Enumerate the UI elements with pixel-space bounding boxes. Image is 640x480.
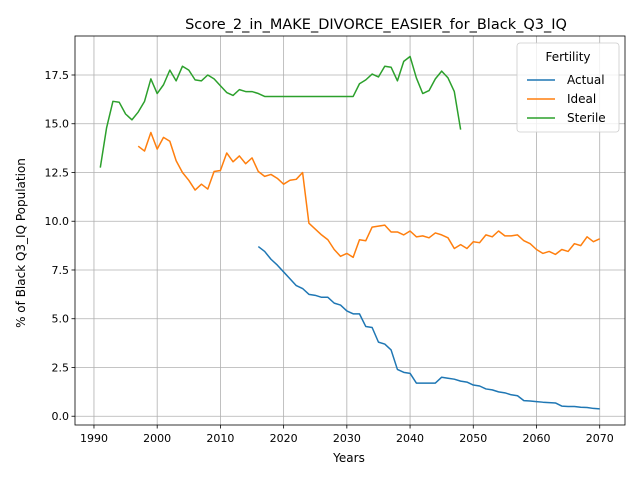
x-tick-label: 1990	[80, 432, 108, 445]
legend: Fertility Actual Ideal Sterile	[516, 42, 620, 133]
x-tick-label: 2010	[206, 432, 234, 445]
series-line-actual	[257, 245, 600, 410]
legend-box	[516, 42, 620, 133]
y-tick-label: 0.0	[52, 410, 70, 423]
x-axis-label: Years	[332, 451, 365, 465]
y-axis-ticks: 0.0 2.5 5.0 7.5 10.0 12.5 15.0 17.5	[45, 69, 75, 423]
y-tick-label: 15.0	[45, 118, 70, 131]
x-tick-label: 2050	[459, 432, 487, 445]
x-tick-label: 2070	[586, 432, 614, 445]
x-tick-label: 2020	[270, 432, 298, 445]
x-tick-label: 2030	[333, 432, 361, 445]
y-tick-label: 7.5	[52, 264, 70, 277]
x-tick-label: 2060	[522, 432, 550, 445]
legend-label-ideal: Ideal	[567, 92, 596, 106]
series-lines	[99, 55, 601, 410]
x-tick-label: 2040	[396, 432, 424, 445]
y-tick-label: 12.5	[45, 166, 70, 179]
legend-label-sterile: Sterile	[567, 111, 606, 125]
legend-items: Actual Ideal Sterile	[527, 73, 606, 125]
legend-title: Fertility	[545, 50, 590, 64]
y-tick-label: 5.0	[52, 313, 70, 326]
y-tick-label: 10.0	[45, 215, 70, 228]
plot-frame	[74, 35, 626, 426]
chart-title: Score_2_in_MAKE_DIVORCE_EASIER_for_Black…	[185, 17, 567, 33]
y-axis-label: % of Black Q3_IQ Population	[14, 158, 28, 328]
x-tick-label: 2000	[143, 432, 171, 445]
legend-label-actual: Actual	[567, 73, 605, 87]
y-tick-label: 17.5	[45, 69, 70, 82]
series-line-sterile	[99, 55, 462, 168]
series-line-ideal	[137, 131, 601, 259]
y-tick-label: 2.5	[52, 361, 70, 374]
x-axis-ticks: 1990 2000 2010 2020 2030 2040 2050 2060 2070	[80, 425, 614, 445]
